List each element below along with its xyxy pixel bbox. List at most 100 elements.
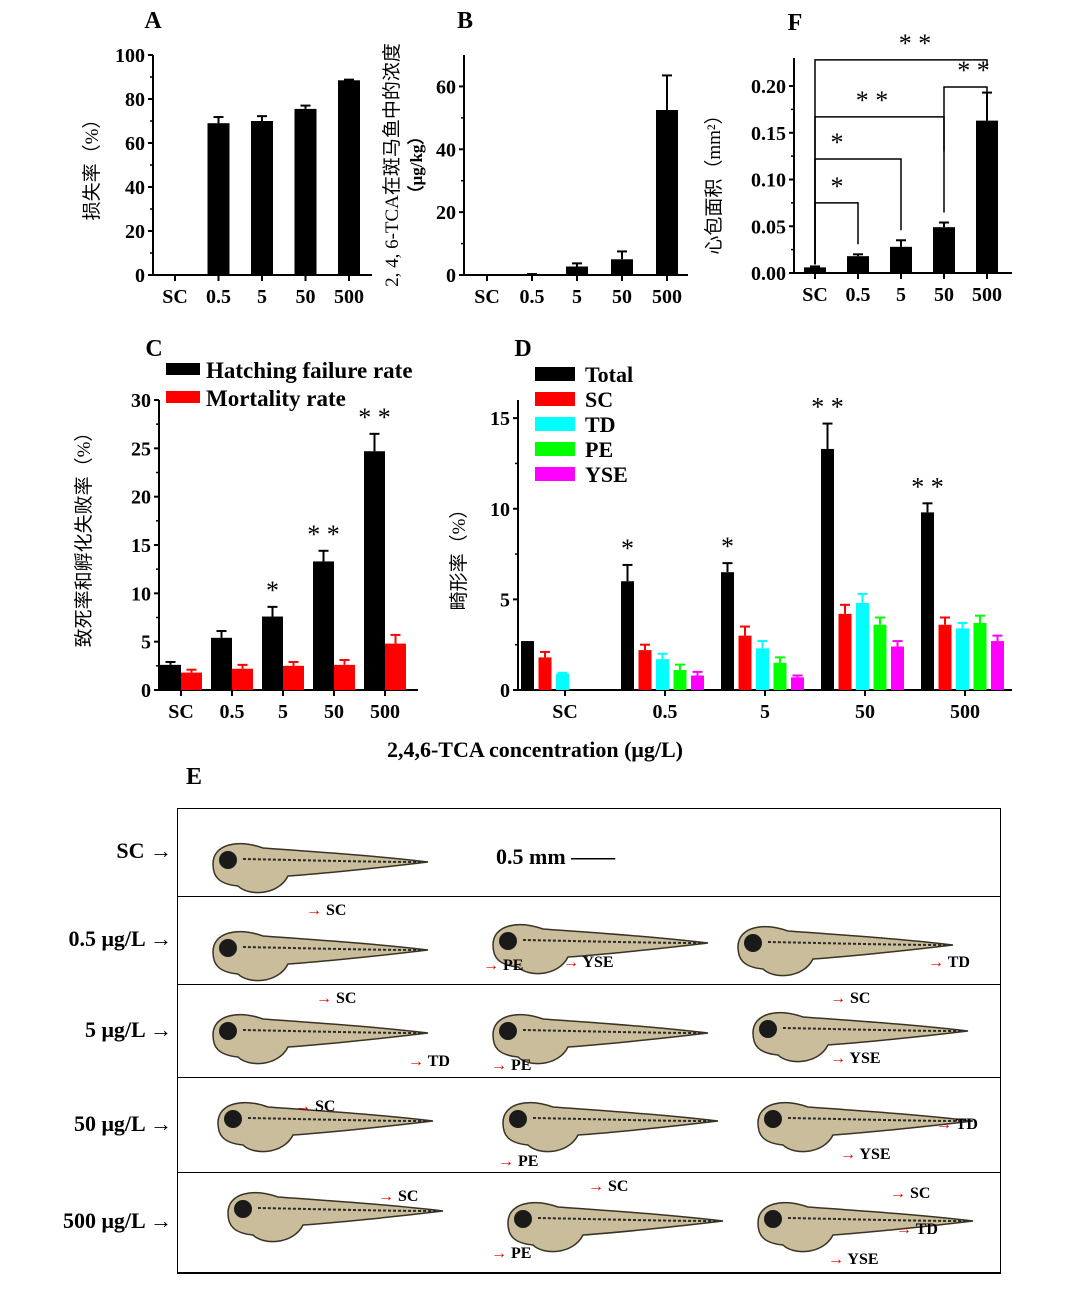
larva-eye	[764, 1110, 782, 1128]
larva-eye	[219, 1022, 237, 1040]
bar	[638, 650, 652, 690]
x-tick-label: SC	[552, 701, 578, 723]
larva-image	[492, 923, 709, 975]
y-tick-label: 60	[125, 133, 145, 155]
larva-pigment	[537, 1217, 719, 1222]
row-label: 5 μg/L →	[84, 1016, 172, 1042]
larva-pigment	[242, 1029, 424, 1034]
larva-pigment	[522, 1029, 704, 1034]
bar	[556, 673, 569, 690]
legend-swatch	[535, 367, 575, 381]
legend-swatch	[166, 363, 200, 375]
larva-body	[492, 1013, 709, 1065]
larva-eye	[224, 1110, 242, 1128]
legend-label: TD	[585, 412, 616, 437]
bar	[538, 657, 552, 690]
malformation-annotation: → SC	[316, 990, 357, 1007]
bar	[251, 121, 273, 275]
larva-pigment	[522, 939, 704, 944]
y-tick-label: 80	[125, 89, 145, 111]
x-tick-label: SC	[162, 286, 188, 308]
larva-body	[757, 1201, 974, 1253]
y-tick-label: 100	[115, 45, 145, 67]
y-tick-label: 0	[135, 265, 145, 287]
malformation-annotation: → TD	[936, 1116, 978, 1133]
larva-image	[212, 1013, 429, 1065]
bar	[385, 643, 406, 690]
significance-marker: * *	[358, 403, 391, 432]
x-tick-label: 0.5	[220, 701, 245, 723]
x-tick-label: 50	[612, 286, 632, 308]
bar	[738, 635, 752, 690]
bar	[334, 664, 355, 690]
legend-swatch	[535, 467, 575, 481]
y-tick-label: 0.10	[751, 170, 786, 192]
y-axis-label: 心包面积（mm²）	[703, 105, 725, 254]
malformation-annotation: → SC	[890, 1185, 931, 1202]
panel-label: B	[457, 8, 473, 34]
panel-e: E → SC → PE → YSE → TD → SC → TD → PE → SC → YSE…	[0, 760, 1070, 1295]
significance-marker: * *	[307, 520, 340, 549]
larva-image	[217, 1101, 434, 1153]
bar	[976, 120, 998, 273]
larva-eye	[499, 932, 517, 950]
x-tick-label: 50	[296, 286, 316, 308]
malformation-annotation: → SC	[830, 990, 871, 1007]
legend-swatch	[166, 391, 200, 403]
bar	[566, 266, 588, 275]
malformation-annotation: → SC	[306, 902, 347, 919]
x-tick-label: 500	[370, 701, 400, 723]
chart-c: C 0 5 10 15 20 25 30 致死率和孵化失败率（%） SC 0.5 5 * 50 * * 500…	[73, 336, 418, 723]
legend-label: PE	[585, 437, 613, 462]
significance-marker: * *	[911, 472, 944, 501]
malformation-annotation: → YSE	[840, 1146, 891, 1163]
y-tick-label: 10	[490, 499, 510, 521]
larvae-image-grid: → SC → PE → YSE → TD → SC → TD → PE → SC → YSE → …	[177, 808, 1001, 1274]
scale-bar: 0.5 mm ——	[496, 844, 616, 869]
bar	[956, 628, 969, 690]
malformation-annotation: → PE	[491, 1245, 532, 1262]
larva-pigment	[767, 941, 949, 946]
larva-eye	[219, 851, 237, 869]
larva-eye	[764, 1210, 782, 1228]
y-axis-label: 致死率和孵化失败率（%）	[73, 423, 95, 648]
bar	[691, 675, 704, 690]
y-tick-label: 15	[131, 535, 151, 557]
larva-image	[757, 1201, 974, 1253]
larva-eye	[514, 1210, 532, 1228]
legend-label: Mortality rate	[206, 386, 346, 411]
significance-bracket	[943, 86, 988, 152]
larva-body	[212, 930, 429, 982]
panel-label: A	[144, 8, 162, 34]
x-tick-label: 500	[652, 286, 682, 308]
x-tick-label: 500	[950, 701, 980, 723]
y-tick-label: 30	[131, 390, 151, 412]
larvae-row: → SC → PE → TD → YSE	[178, 1078, 1000, 1173]
bar	[891, 646, 904, 690]
x-tick-label: 5	[257, 286, 267, 308]
x-tick-label: 0.5	[846, 284, 871, 306]
bar	[521, 641, 534, 690]
larva-pigment	[532, 1117, 714, 1122]
bar	[656, 110, 678, 275]
x-tick-label: 500	[334, 286, 364, 308]
larva-body	[757, 1101, 974, 1153]
bar	[207, 123, 230, 275]
x-tick-label: SC	[474, 286, 500, 308]
y-tick-label: 20	[436, 202, 456, 224]
bar	[611, 259, 633, 275]
y-axis-label: 损失率（%）	[81, 110, 103, 221]
malformation-annotation: → SC	[588, 1178, 629, 1195]
panel-e-label: E	[186, 764, 203, 790]
significance-marker: * *	[899, 29, 932, 58]
larva-eye	[744, 934, 762, 952]
y-tick-label: 0	[141, 680, 151, 702]
y-tick-label: 0	[500, 680, 510, 702]
larva-body	[737, 925, 954, 977]
larva-image	[507, 1201, 724, 1253]
chart-a: A 0 20 40 60 80 100 损失率（%） SC 0.5 5 50 500	[81, 8, 372, 308]
y-tick-label: 0.20	[751, 76, 786, 98]
y-tick-label: 25	[131, 438, 151, 460]
larva-image	[492, 1013, 709, 1065]
bar	[890, 246, 912, 273]
